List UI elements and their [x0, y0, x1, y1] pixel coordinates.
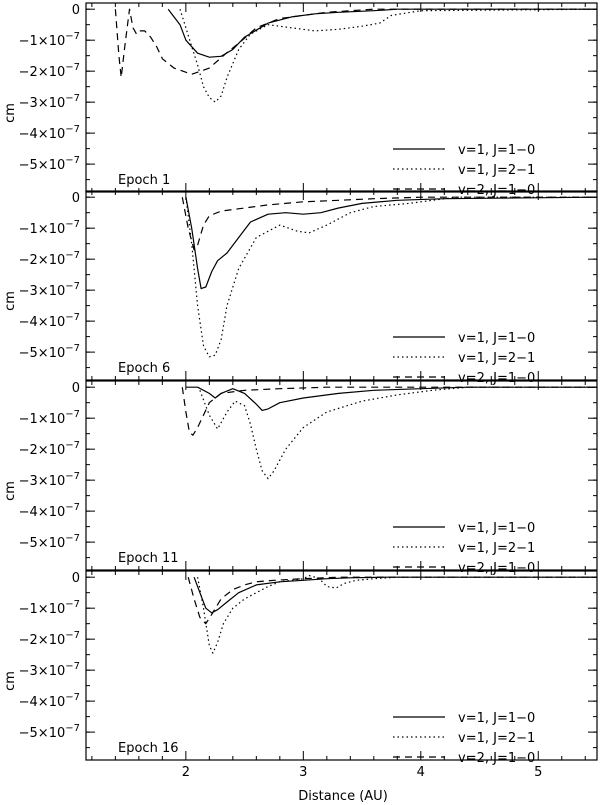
- y-tick-label: −5×10−7: [19, 533, 80, 551]
- x-tick-label: 3: [299, 765, 307, 780]
- panel-frame: [85, 190, 598, 381]
- y-tick-label: −5×10−7: [19, 155, 80, 173]
- series-line-dashed: [187, 576, 597, 625]
- y-tick-label: 0: [72, 3, 80, 18]
- y-tick-label: −4×10−7: [19, 502, 80, 520]
- y-tick-label: 0: [72, 571, 80, 586]
- epoch-label: Epoch 6: [118, 361, 170, 376]
- x-tick-label: 2: [182, 765, 190, 780]
- y-axis-label: cm: [3, 671, 18, 691]
- x-tick-label: 5: [534, 765, 542, 780]
- series-line-solid: [185, 386, 597, 411]
- y-tick-label: −2×10−7: [19, 630, 80, 648]
- series-line-dashed: [114, 8, 597, 79]
- series-line-dotted: [199, 386, 597, 480]
- series-line-solid: [185, 196, 598, 290]
- legend-entry: v=1, J=2−1: [458, 541, 535, 556]
- y-tick-label: −2×10−7: [19, 440, 80, 458]
- y-tick-label: −4×10−7: [19, 692, 80, 710]
- series-line-dotted: [197, 574, 597, 654]
- x-tick-label: 4: [417, 765, 425, 780]
- epoch-label: Epoch 11: [118, 551, 178, 566]
- legend-entry: v=1, J=2−1: [458, 731, 535, 746]
- panel-frame: [85, 380, 598, 571]
- y-tick-label: −5×10−7: [19, 343, 80, 361]
- legend-entry: v=2, J=1−0: [458, 561, 535, 576]
- legend-entry: v=1, J=1−0: [458, 331, 535, 346]
- panel-2: 0 −1×10−7 −2×10−7 −3×10−7 −4×10−7 −5×10−7 v=1,…: [3, 190, 598, 386]
- y-tick-label: −2×10−7: [19, 62, 80, 80]
- legend-entry: v=2, J=1−0: [458, 371, 535, 386]
- panel-3: 0 −1×10−7 −2×10−7 −3×10−7 −4×10−7 −5×10−7 v=1,…: [3, 380, 598, 576]
- y-tick-label: −2×10−7: [19, 250, 80, 268]
- epoch-label: Epoch 1: [118, 173, 170, 188]
- legend-entry: v=1, J=1−0: [458, 521, 535, 536]
- y-tick-label: −1×10−7: [19, 31, 80, 49]
- y-tick-label: −3×10−7: [19, 93, 80, 111]
- panel-1: 0 −1×10−7 −2×10−7 −3×10−7 −4×10−7 −5×10−7 v=1,…: [3, 2, 598, 198]
- y-tick-label: −4×10−7: [19, 312, 80, 330]
- y-tick-label: 0: [72, 191, 80, 206]
- legend-entry: v=2, J=1−0: [458, 751, 535, 766]
- y-tick-label: −5×10−7: [19, 723, 80, 741]
- panel-frame: [85, 2, 598, 193]
- y-tick-label: −1×10−7: [19, 219, 80, 237]
- y-tick-label: −3×10−7: [19, 471, 80, 489]
- legend-entry: v=1, J=2−1: [458, 351, 535, 366]
- legend-entry: v=1, J=1−0: [458, 711, 535, 726]
- y-axis-label: cm: [3, 291, 18, 311]
- series-line-dotted: [185, 196, 597, 358]
- y-axis-label: cm: [3, 481, 18, 501]
- panel-frame: [85, 570, 598, 761]
- series-line-dashed: [181, 386, 597, 436]
- y-tick-label: 0: [72, 381, 80, 396]
- series-line-dotted: [179, 8, 598, 103]
- legend-entry: v=1, J=1−0: [458, 143, 535, 158]
- y-tick-label: −1×10−7: [19, 599, 80, 617]
- y-tick-label: −1×10−7: [19, 409, 80, 427]
- legend-entry: v=1, J=2−1: [458, 163, 535, 178]
- x-axis-label: Distance (AU): [298, 789, 388, 804]
- panels-group: 0 −1×10−7 −2×10−7 −3×10−7 −4×10−7 −5×10−7 v=1,…: [3, 2, 598, 780]
- y-axis-label: cm: [3, 103, 18, 123]
- series-line-solid: [167, 8, 597, 58]
- panel-4: 0 −1×10−7 −2×10−7 −3×10−7 −4×10−7 −5×10−7 2 3 4 5…: [3, 570, 598, 780]
- y-tick-label: −3×10−7: [19, 281, 80, 299]
- series-line-solid: [193, 576, 597, 614]
- epoch-label: Epoch 16: [118, 741, 178, 756]
- y-tick-label: −3×10−7: [19, 661, 80, 679]
- y-tick-label: −4×10−7: [19, 124, 80, 142]
